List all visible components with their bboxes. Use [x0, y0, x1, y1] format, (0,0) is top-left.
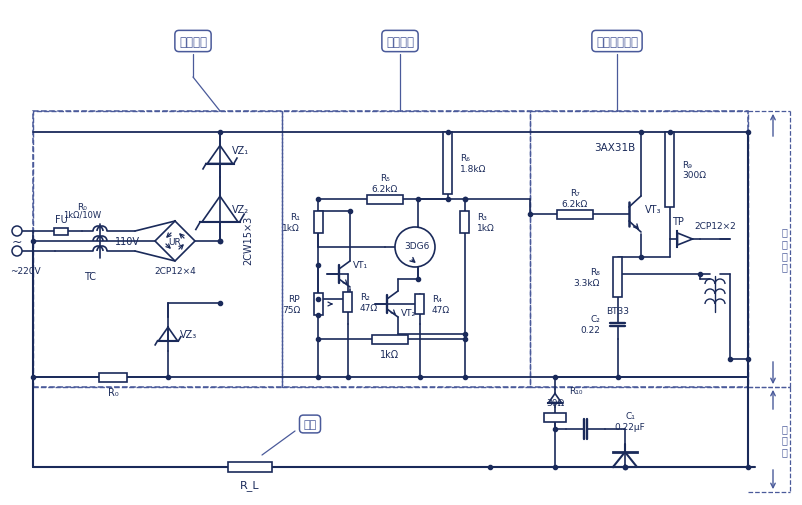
Text: 2CW15×3: 2CW15×3 — [243, 215, 253, 264]
Text: R₅
6.2kΩ: R₅ 6.2kΩ — [372, 174, 398, 193]
Text: 主
电
路: 主 电 路 — [781, 423, 787, 456]
Text: TC: TC — [84, 272, 96, 281]
Bar — [99, 373, 127, 382]
Text: 1kΩ: 1kΩ — [380, 349, 399, 359]
Text: R₈
3.3kΩ: R₈ 3.3kΩ — [573, 268, 600, 287]
Text: R₀: R₀ — [77, 202, 87, 211]
Text: ~220V: ~220V — [10, 267, 41, 276]
Bar — [33, 112, 282, 387]
Circle shape — [12, 227, 22, 236]
Bar — [544, 413, 566, 422]
Text: R₉
300Ω: R₉ 300Ω — [682, 161, 706, 180]
Bar — [54, 228, 68, 235]
Text: R₆
1.8kΩ: R₆ 1.8kΩ — [460, 154, 486, 173]
Text: R₇
6.2kΩ: R₇ 6.2kΩ — [562, 189, 588, 208]
Text: UR: UR — [168, 237, 181, 246]
Text: VZ₂: VZ₂ — [232, 205, 249, 215]
Bar — [314, 212, 322, 233]
Text: VT₃: VT₃ — [645, 205, 662, 215]
Bar — [444, 133, 452, 194]
Text: R_L: R_L — [240, 480, 260, 490]
Text: 3AX31B: 3AX31B — [594, 143, 636, 153]
Circle shape — [395, 228, 435, 268]
Bar — [228, 462, 272, 472]
Text: R₀: R₀ — [107, 387, 119, 397]
Text: R₁₀: R₁₀ — [569, 386, 582, 395]
Bar — [343, 292, 353, 313]
Text: VZ₁: VZ₁ — [232, 145, 249, 155]
Bar — [415, 294, 424, 315]
Text: VT₂: VT₂ — [401, 308, 416, 317]
Bar — [666, 133, 674, 208]
Text: R₁
1kΩ: R₁ 1kΩ — [282, 213, 300, 232]
Text: C₂
0.22: C₂ 0.22 — [580, 315, 600, 334]
Text: VT₁: VT₁ — [353, 260, 368, 269]
Text: 触发脉冲产生: 触发脉冲产生 — [596, 35, 638, 48]
Text: R₄
47Ω: R₄ 47Ω — [432, 295, 450, 314]
Text: FU: FU — [55, 215, 67, 225]
Text: 控
制
电
路: 控 制 电 路 — [781, 227, 787, 272]
Text: 2CP12×4: 2CP12×4 — [154, 267, 196, 276]
Text: 3DG6: 3DG6 — [404, 241, 430, 250]
Text: 30Ω: 30Ω — [546, 398, 564, 407]
Text: R₃
1kΩ: R₃ 1kΩ — [477, 213, 495, 232]
Bar — [557, 210, 593, 219]
Text: ~: ~ — [12, 235, 22, 248]
Bar — [314, 293, 322, 316]
Text: VZ₃: VZ₃ — [180, 329, 197, 339]
Bar — [530, 112, 748, 387]
Bar — [367, 195, 403, 204]
Text: 直流电源: 直流电源 — [179, 35, 207, 48]
Circle shape — [12, 246, 22, 257]
Text: TP: TP — [672, 217, 684, 227]
Text: 测温电路: 测温电路 — [386, 35, 414, 48]
Text: 2CP12×2: 2CP12×2 — [694, 221, 736, 230]
Text: 负载: 负载 — [303, 419, 317, 429]
Bar — [460, 212, 469, 233]
Text: C₁
0.22μF: C₁ 0.22μF — [614, 412, 646, 431]
Text: R₂
47Ω: R₂ 47Ω — [360, 293, 378, 312]
Text: BT33: BT33 — [606, 307, 630, 316]
Text: 110V: 110V — [115, 236, 140, 246]
Bar — [33, 112, 748, 387]
Text: 1kΩ/10W: 1kΩ/10W — [63, 210, 101, 219]
Text: RP
75Ω: RP 75Ω — [282, 295, 300, 314]
Bar — [282, 112, 530, 387]
Bar — [372, 335, 408, 344]
Bar — [614, 258, 622, 297]
